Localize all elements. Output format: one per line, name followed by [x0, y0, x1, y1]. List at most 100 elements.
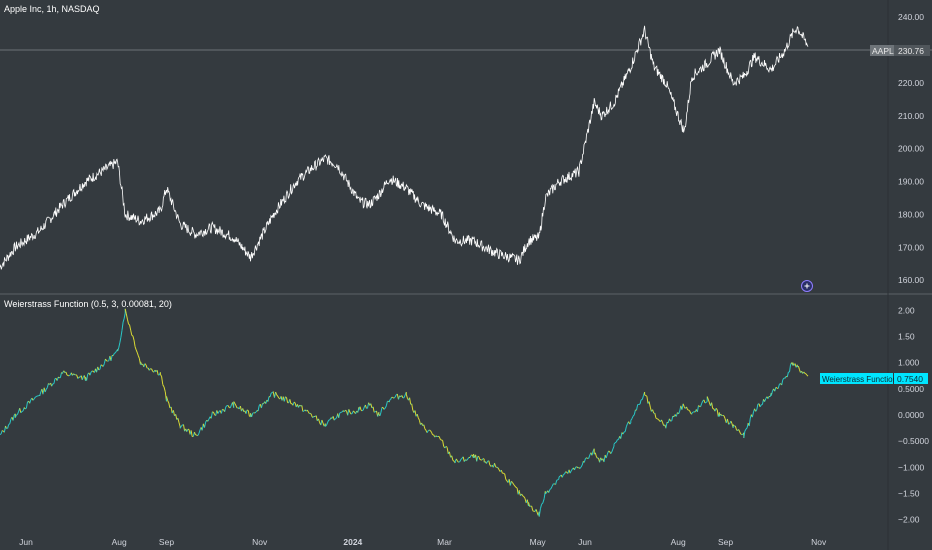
- indicator-line-segment: [401, 395, 404, 399]
- indicator-line-segment: [193, 431, 196, 435]
- indicator-line-segment: [588, 454, 591, 459]
- indicator-line-segment: [269, 392, 272, 397]
- indicator-line-segment: [545, 492, 547, 495]
- indicator-line-segment: [380, 407, 383, 413]
- indicator-line-segment: [732, 424, 735, 427]
- indicator-line-segment: [201, 423, 204, 431]
- indicator-line-segment: [190, 430, 193, 437]
- indicator-line-segment: [315, 415, 318, 421]
- indicator-line-segment: [227, 405, 230, 408]
- indicator-line-segment: [123, 313, 126, 319]
- indicator-line-segment: [5, 425, 7, 429]
- indicator-line-segment: [605, 453, 608, 459]
- indicator-line-segment: [542, 498, 545, 504]
- indicator-line-segment: [53, 378, 56, 384]
- indicator-line-segment: [318, 418, 321, 423]
- indicator-line-segment: [606, 450, 609, 455]
- time-axis-tick-label: Sep: [159, 537, 174, 547]
- indicator-line-segment: [63, 370, 66, 373]
- indicator-line-segment: [350, 413, 353, 415]
- indicator-line-segment: [252, 412, 255, 414]
- indicator-line-segment: [805, 373, 808, 376]
- indicator-line-segment: [247, 410, 250, 417]
- indicator-line-segment: [172, 410, 175, 416]
- indicator-line-segment: [649, 406, 652, 412]
- indicator-line-segment: [734, 425, 737, 430]
- indicator-line-segment: [21, 410, 24, 412]
- indicator-line-segment: [16, 413, 18, 416]
- indicator-line-segment: [535, 509, 538, 513]
- plus-circle-icon[interactable]: [801, 280, 813, 292]
- indicator-line-segment: [715, 407, 718, 411]
- indicator-line-segment: [198, 429, 201, 434]
- price-label: AAPL 230.76: [870, 45, 930, 56]
- indicator-line-segment: [631, 415, 634, 419]
- indicator-line-segment: [339, 411, 342, 414]
- indicator-line-segment: [803, 371, 806, 374]
- price-axis-tick-label: 220.00: [898, 78, 924, 88]
- indicator-line-segment: [723, 415, 726, 419]
- price-axis-tick-label: 210.00: [898, 111, 924, 121]
- indicator-line-segment: [12, 414, 15, 421]
- indicator-line-segment: [581, 461, 584, 466]
- indicator-line-segment: [418, 420, 421, 425]
- indicator-line-segment: [448, 451, 452, 458]
- indicator-line-segment: [361, 409, 364, 412]
- indicator-line-segment: [414, 410, 417, 417]
- time-axis[interactable]: Jun Aug Sep Nov 2024 Mar May Jun Aug Sep Nov: [19, 537, 827, 547]
- indicator-line-segment: [373, 411, 376, 413]
- indicator-line-segment: [245, 409, 248, 414]
- time-axis-tick-label: Aug: [671, 537, 686, 547]
- indicator-line-segment: [574, 467, 577, 471]
- indicator-line-segment: [124, 308, 127, 315]
- indicator-line-segment: [636, 404, 639, 411]
- indicator-line-segment: [73, 373, 75, 376]
- indicator-line-segment: [166, 396, 169, 401]
- indicator-line-segment: [532, 510, 535, 512]
- indicator-line-segment: [460, 457, 463, 460]
- indicator-line-segment: [135, 349, 138, 353]
- indicator-line-segment: [706, 396, 709, 400]
- indicator-line-segment: [774, 387, 777, 392]
- price-axis-tick-label: 160.00: [898, 275, 924, 285]
- indicator-line-segment: [451, 455, 454, 461]
- indicator-axis[interactable]: 2.00 1.50 1.000 0.5000 0.0000 −0.5000 −1.000 −1…: [898, 305, 929, 524]
- indicator-line-segment: [614, 441, 617, 444]
- indicator-line-segment: [68, 374, 71, 377]
- indicator-line-segment: [289, 399, 292, 404]
- indicator-line-segment: [65, 371, 68, 376]
- indicator-line-segment: [610, 451, 613, 454]
- indicator-line-segment: [528, 502, 531, 507]
- indicator-line-segment: [97, 366, 100, 371]
- indicator-line-segment: [558, 475, 561, 478]
- indicator-line-segment: [162, 384, 165, 388]
- indicator-line-segment: [114, 350, 117, 353]
- indicator-line-segment: [112, 353, 115, 356]
- indicator-label: Weierstrass Function 0.7540: [820, 373, 928, 384]
- indicator-line-segment: [197, 433, 200, 436]
- indicator-line-segment: [482, 458, 485, 460]
- indicator-line-segment: [514, 485, 517, 488]
- time-axis-tick-label: Mar: [437, 537, 452, 547]
- indicator-line-segment: [25, 401, 28, 409]
- indicator-line-segment: [338, 412, 341, 418]
- indicator-line-segment: [431, 432, 434, 436]
- indicator-line-segment: [440, 438, 442, 441]
- indicator-line-segment: [128, 323, 130, 326]
- indicator-line-segment: [761, 399, 764, 405]
- indicator-line-segment: [102, 363, 105, 367]
- indicator-axis-tick-label: 0.5000: [898, 384, 924, 394]
- indicator-line-segment: [3, 425, 6, 433]
- indicator-line-segment: [429, 430, 432, 433]
- indicator-line-segment: [678, 411, 681, 414]
- time-axis-tick-label: Sep: [718, 537, 733, 547]
- time-axis-tick-label: Jun: [19, 537, 33, 547]
- indicator-line-segment: [662, 422, 665, 426]
- indicator-line-segment: [688, 409, 691, 412]
- indicator-line-segment: [583, 458, 586, 463]
- price-ticker-label: AAPL: [872, 46, 894, 56]
- indicator-line-segment: [775, 386, 778, 389]
- indicator-line-segment: [652, 409, 655, 414]
- indicator-line-segment: [529, 505, 531, 507]
